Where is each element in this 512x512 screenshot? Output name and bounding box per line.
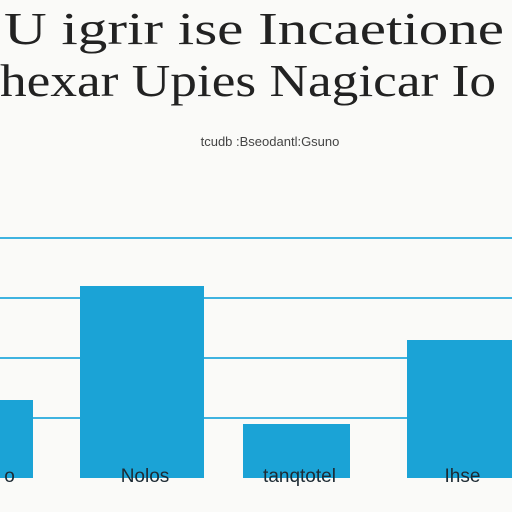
x-tick-label: Ihse — [445, 466, 481, 487]
chart-title: hexar Upies Nagicar Io — [0, 55, 496, 106]
x-tick-label: o — [4, 466, 15, 487]
x-tick-label: tanqtotel — [263, 466, 336, 487]
chart-subtitle: tcudb :Bseodantl:Gsuno — [201, 134, 340, 149]
bar — [80, 286, 204, 478]
bar — [407, 340, 512, 478]
bar — [0, 400, 33, 478]
bar — [243, 424, 350, 478]
chart-title: U igrir ise Incaetione — [4, 3, 504, 54]
x-tick-label: Nolos — [121, 466, 170, 487]
